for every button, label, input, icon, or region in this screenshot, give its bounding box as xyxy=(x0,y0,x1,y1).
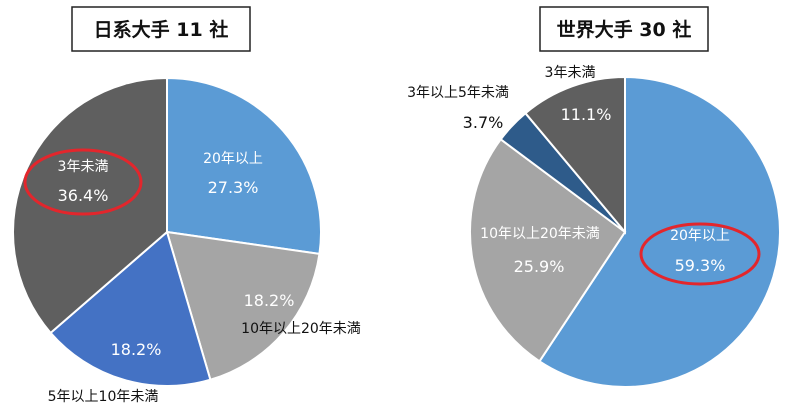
left-pie-slice-0 xyxy=(166,76,322,256)
left-pie-slice-3 xyxy=(11,76,168,335)
right-value-10to20: 25.9% xyxy=(514,257,565,276)
right-label-20plus: 20年以上 xyxy=(670,228,730,244)
right-chart-title: 世界大手 30 社 xyxy=(557,18,692,41)
left-value-20plus: 27.3% xyxy=(208,178,259,197)
left-value-10to20: 18.2% xyxy=(244,291,295,310)
left-label-5to10: 5年以上10年未満 xyxy=(48,389,159,405)
left-title-box xyxy=(71,6,251,52)
right-label-3to5: 3年以上5年未満 xyxy=(407,85,509,101)
left-value-5to10: 18.2% xyxy=(111,340,162,359)
left-highlight-ellipse xyxy=(23,148,143,216)
right-value-under3: 11.1% xyxy=(561,105,612,124)
right-pie: 20年以上 59.3% 10年以上20年未満 25.9% 3年以上5年未満 3.… xyxy=(407,65,781,388)
left-pie-slice-2 xyxy=(49,230,212,387)
left-label-10to20: 10年以上20年未満 xyxy=(241,321,361,337)
left-pie: 20年以上 27.3% 18.2% 10年以上20年未満 18.2% 5年以上1… xyxy=(11,76,361,405)
left-value-under3: 36.4% xyxy=(58,186,109,205)
right-pie-slice-1 xyxy=(469,137,627,363)
right-highlight-ellipse xyxy=(639,222,761,286)
right-pie-slice-3 xyxy=(524,75,626,235)
right-value-20plus: 59.3% xyxy=(675,256,726,275)
right-label-under3: 3年未満 xyxy=(545,65,596,81)
right-label-10to20: 10年以上20年未満 xyxy=(480,226,600,242)
right-value-3to5: 3.7% xyxy=(463,113,504,132)
left-label-20plus: 20年以上 xyxy=(203,151,263,167)
left-label-under3: 3年未満 xyxy=(58,159,109,175)
left-chart-title: 日系大手 11 社 xyxy=(94,18,229,41)
right-title-box xyxy=(539,6,709,52)
left-pie-slice-1 xyxy=(165,230,321,382)
